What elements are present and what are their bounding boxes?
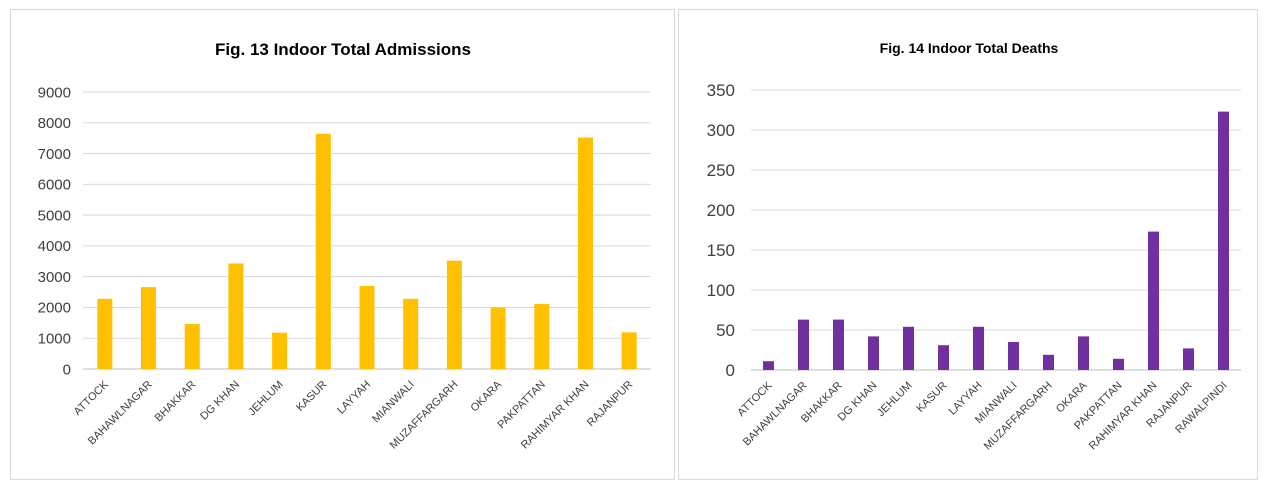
x-tick-label: KASUR <box>914 380 949 415</box>
y-tick-label: 9000 <box>38 84 71 101</box>
y-tick-label: 200 <box>707 201 735 220</box>
y-tick-label: 3000 <box>38 269 71 286</box>
bar <box>446 260 462 369</box>
chart-title: Fig. 13 Indoor Total Admissions <box>215 40 471 59</box>
bar <box>833 319 844 370</box>
y-tick-label: 5000 <box>38 207 71 224</box>
x-tick-label: DG KHAN <box>198 379 242 423</box>
chart-panel-admissions: Fig. 13 Indoor Total Admissions 0 1000 200… <box>10 9 675 480</box>
bar <box>763 361 774 370</box>
bar <box>938 345 949 370</box>
y-tick-label: 300 <box>707 121 735 140</box>
bar <box>1183 348 1194 370</box>
y-tick-label: 100 <box>707 281 735 300</box>
bar <box>534 304 550 369</box>
y-tick-label: 1000 <box>38 330 71 347</box>
deaths-chart: Fig. 14 Indoor Total Deaths 0 50 100 150 200… <box>707 40 1241 453</box>
bar <box>903 326 914 370</box>
x-tick-label: LAYYAH <box>335 379 373 417</box>
bar <box>1043 354 1054 370</box>
bar <box>577 137 593 369</box>
x-tick-label: BAHAWLNAGAR <box>741 380 810 449</box>
y-tick-label: 6000 <box>38 177 71 194</box>
bar <box>359 285 375 369</box>
x-tick-label: BHAKKAR <box>153 379 199 425</box>
chart-panel-deaths: Fig. 14 Indoor Total Deaths 0 50 100 150 200… <box>678 9 1258 480</box>
x-tick-label: MUZAFFARGARH <box>982 380 1055 453</box>
bar <box>403 298 419 369</box>
bar <box>490 307 506 369</box>
bar <box>621 332 637 369</box>
bar <box>228 263 244 369</box>
bar <box>141 287 157 369</box>
y-tick-label: 4000 <box>38 238 71 255</box>
y-tick-label: 7000 <box>38 146 71 163</box>
y-tick-label: 2000 <box>38 300 71 317</box>
bar <box>1218 111 1229 370</box>
y-tick-label: 350 <box>707 81 735 100</box>
y-tick-label: 250 <box>707 161 735 180</box>
y-tick-label: 8000 <box>38 115 71 132</box>
chart-title: Fig. 14 Indoor Total Deaths <box>880 40 1059 56</box>
bar <box>868 336 879 370</box>
bar <box>1148 231 1159 370</box>
y-tick-label: 0 <box>63 361 71 378</box>
x-tick-label: MIANWALI <box>370 379 417 426</box>
bar <box>272 332 288 369</box>
y-tick-label: 150 <box>707 241 735 260</box>
bar <box>1113 358 1124 370</box>
bar <box>315 133 331 369</box>
bar <box>184 324 200 369</box>
y-tick-label: 0 <box>726 361 735 380</box>
bar <box>1008 342 1019 370</box>
x-tick-label: RAJANPUR <box>585 379 635 429</box>
bar <box>1078 336 1089 370</box>
bar <box>973 326 984 370</box>
x-tick-label: JEHLUM <box>875 380 915 420</box>
x-tick-label: KASUR <box>294 379 329 414</box>
bar <box>97 298 113 369</box>
x-tick-label: OKARA <box>468 378 504 414</box>
bar <box>798 319 809 370</box>
admissions-chart: Fig. 13 Indoor Total Admissions 0 1000 200… <box>38 40 651 452</box>
x-tick-label: JEHLUM <box>246 379 286 419</box>
x-tick-label: ATTOCK <box>72 378 112 418</box>
y-tick-label: 50 <box>716 321 735 340</box>
